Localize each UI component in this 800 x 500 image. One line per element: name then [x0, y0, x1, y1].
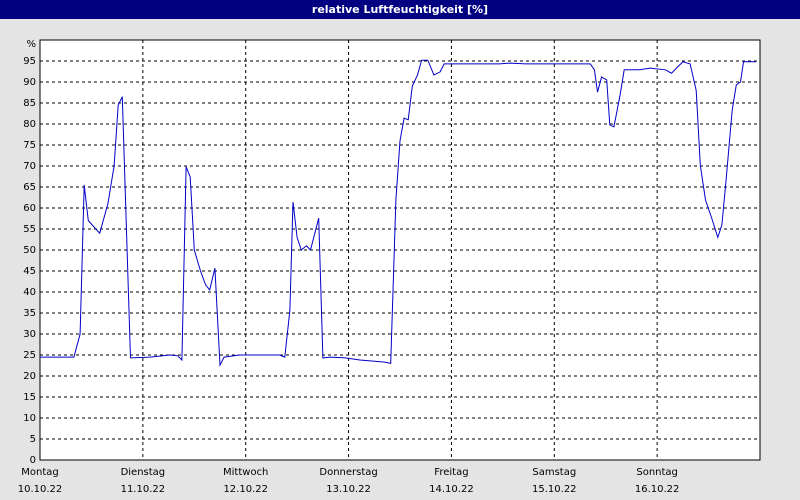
y-tick-label: 35	[23, 308, 36, 319]
y-tick-label: 0	[30, 455, 36, 466]
y-tick-label: %	[26, 39, 36, 50]
y-tick-label: 90	[23, 77, 36, 88]
y-tick-label: 65	[23, 182, 36, 193]
y-tick-label: 20	[23, 371, 36, 382]
plot-border	[39, 39, 761, 461]
x-tick-label: Mittwoch	[223, 467, 268, 478]
chart-title: relative Luftfeuchtigkeit [%]	[312, 3, 488, 16]
x-tick-date: 11.10.22	[121, 484, 166, 495]
x-tick-date: 12.10.22	[223, 484, 268, 495]
x-tick-label: Freitag	[434, 467, 468, 478]
x-tick-date: 13.10.22	[326, 484, 371, 495]
y-tick-label: 75	[23, 140, 36, 151]
y-tick-label: 25	[23, 350, 36, 361]
title-bar	[0, 0, 800, 19]
y-tick-label: 45	[23, 266, 36, 277]
y-tick-label: 55	[23, 224, 36, 235]
x-tick-label: Sonntag	[636, 467, 678, 478]
x-tick-date: 14.10.22	[429, 484, 474, 495]
y-tick-label: 10	[23, 413, 36, 424]
x-tick-date: 10.10.22	[18, 484, 63, 495]
y-tick-label: 30	[23, 329, 36, 340]
y-tick-label: 70	[23, 161, 36, 172]
y-tick-label: 80	[23, 119, 36, 130]
data-line	[40, 59, 756, 367]
y-tick-label: 5	[30, 434, 36, 445]
x-tick-date: 15.10.22	[532, 484, 577, 495]
y-tick-label: 15	[23, 392, 36, 403]
x-tick-label: Samstag	[532, 467, 576, 478]
y-tick-label: 95	[23, 56, 36, 67]
x-tick-label: Dienstag	[121, 467, 166, 478]
x-tick-label: Montag	[21, 467, 58, 478]
x-tick-label: Donnerstag	[319, 467, 377, 478]
y-tick-label: 60	[23, 203, 36, 214]
y-tick-label: 40	[23, 287, 36, 298]
y-tick-label: 50	[23, 245, 36, 256]
y-tick-label: 85	[23, 98, 36, 109]
x-tick-date: 16.10.22	[635, 484, 680, 495]
